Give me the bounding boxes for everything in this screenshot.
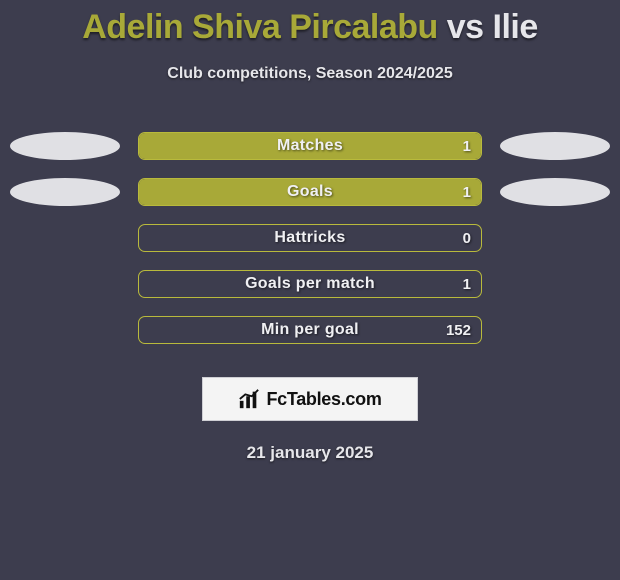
title-player1: Adelin Shiva Pircalabu	[82, 8, 438, 46]
stat-row: Min per goal152	[0, 307, 620, 353]
stat-value-right: 1	[463, 271, 471, 297]
left-ellipse	[10, 132, 120, 160]
stat-bar: Min per goal152	[138, 316, 482, 344]
title-player2: Ilie	[493, 8, 538, 46]
page-title: Adelin Shiva Pircalabu vs Ilie	[0, 0, 620, 47]
stat-label: Hattricks	[139, 225, 481, 251]
title-vs: vs	[447, 8, 484, 46]
right-ellipse	[500, 316, 610, 344]
left-ellipse	[10, 178, 120, 206]
stat-bar: Hattricks0	[138, 224, 482, 252]
stats-container: Matches1Goals1Hattricks0Goals per match1…	[0, 123, 620, 353]
stat-label: Goals per match	[139, 271, 481, 297]
stat-bar: Goals per match1	[138, 270, 482, 298]
right-ellipse	[500, 132, 610, 160]
stat-label: Min per goal	[139, 317, 481, 343]
stat-value-right: 1	[463, 133, 471, 159]
stat-row: Hattricks0	[0, 215, 620, 261]
subtitle: Club competitions, Season 2024/2025	[0, 65, 620, 83]
stat-label: Goals	[139, 179, 481, 205]
date-label: 21 january 2025	[0, 443, 620, 463]
stat-label: Matches	[139, 133, 481, 159]
stat-row: Goals per match1	[0, 261, 620, 307]
left-ellipse	[10, 316, 120, 344]
logo-text: FcTables.com	[266, 389, 381, 410]
bar-chart-icon	[238, 388, 260, 410]
stat-bar: Matches1	[138, 132, 482, 160]
stat-value-right: 0	[463, 225, 471, 251]
stat-row: Matches1	[0, 123, 620, 169]
right-ellipse	[500, 224, 610, 252]
logo: FcTables.com	[238, 388, 381, 410]
stat-value-right: 152	[446, 317, 471, 343]
stat-value-right: 1	[463, 179, 471, 205]
stat-row: Goals1	[0, 169, 620, 215]
stat-bar: Goals1	[138, 178, 482, 206]
logo-box: FcTables.com	[202, 377, 418, 421]
right-ellipse	[500, 178, 610, 206]
right-ellipse	[500, 270, 610, 298]
left-ellipse	[10, 270, 120, 298]
left-ellipse	[10, 224, 120, 252]
